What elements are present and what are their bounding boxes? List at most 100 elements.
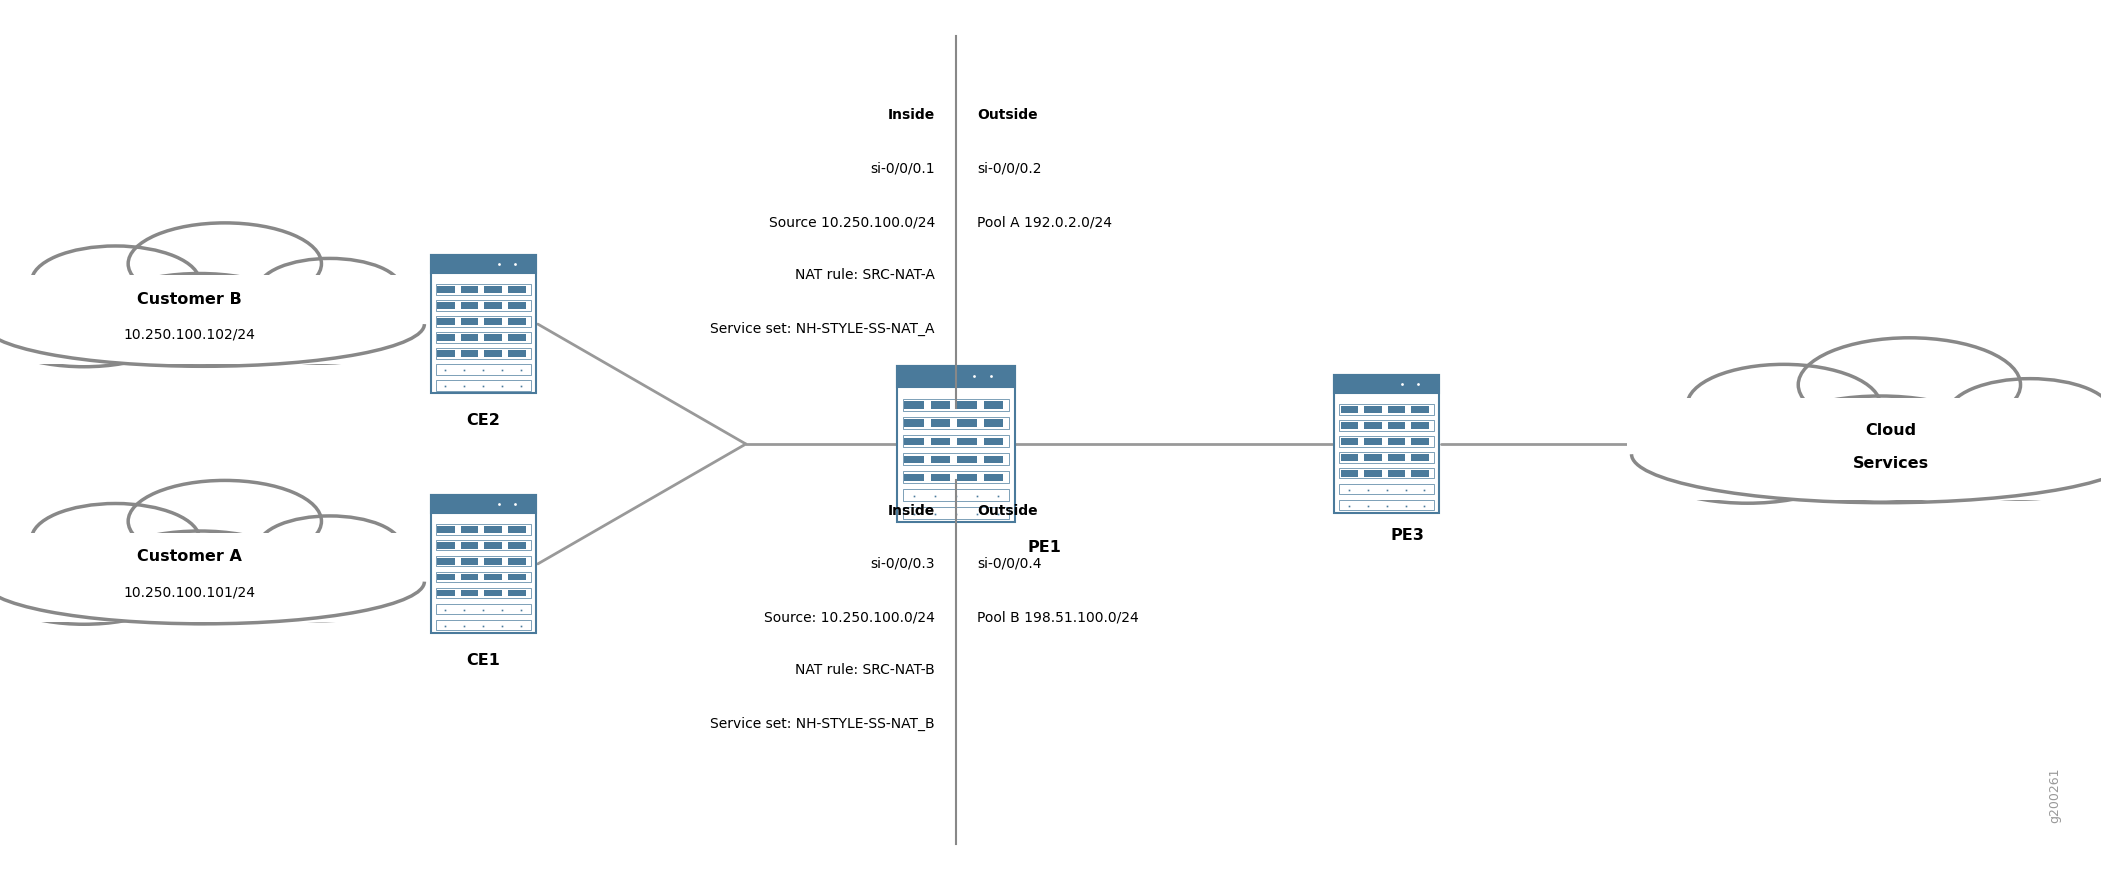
Text: PE3: PE3: [1391, 528, 1424, 543]
FancyBboxPatch shape: [437, 572, 529, 583]
FancyBboxPatch shape: [431, 256, 536, 274]
FancyBboxPatch shape: [437, 556, 529, 567]
FancyBboxPatch shape: [437, 543, 454, 549]
FancyBboxPatch shape: [1340, 439, 1357, 445]
FancyBboxPatch shape: [460, 319, 479, 325]
FancyBboxPatch shape: [437, 350, 454, 357]
Text: Source 10.250.100.0/24: Source 10.250.100.0/24: [769, 215, 935, 229]
FancyBboxPatch shape: [437, 540, 529, 551]
Circle shape: [128, 480, 321, 562]
FancyBboxPatch shape: [983, 456, 1004, 463]
FancyBboxPatch shape: [437, 590, 454, 597]
FancyBboxPatch shape: [903, 399, 1008, 411]
FancyBboxPatch shape: [437, 620, 529, 630]
FancyBboxPatch shape: [1412, 407, 1429, 413]
Circle shape: [1687, 364, 1880, 446]
Circle shape: [0, 539, 185, 624]
FancyBboxPatch shape: [485, 590, 502, 597]
FancyBboxPatch shape: [1338, 484, 1433, 495]
Circle shape: [128, 223, 321, 305]
Circle shape: [1914, 409, 2101, 499]
FancyBboxPatch shape: [437, 380, 529, 391]
Circle shape: [1754, 396, 2006, 503]
FancyBboxPatch shape: [437, 319, 454, 325]
FancyBboxPatch shape: [508, 319, 525, 325]
FancyBboxPatch shape: [1338, 500, 1433, 511]
FancyBboxPatch shape: [460, 350, 479, 357]
FancyBboxPatch shape: [931, 473, 950, 480]
FancyBboxPatch shape: [508, 575, 525, 581]
FancyBboxPatch shape: [903, 489, 1008, 501]
FancyBboxPatch shape: [1389, 455, 1406, 461]
FancyBboxPatch shape: [437, 527, 454, 533]
FancyBboxPatch shape: [958, 438, 977, 445]
FancyBboxPatch shape: [1389, 439, 1406, 445]
FancyBboxPatch shape: [431, 256, 536, 392]
Text: si-0/0/0.2: si-0/0/0.2: [977, 162, 1042, 176]
Text: Services: Services: [1853, 456, 1929, 471]
FancyBboxPatch shape: [1338, 436, 1433, 447]
FancyBboxPatch shape: [485, 527, 502, 533]
Circle shape: [1798, 337, 2021, 432]
FancyBboxPatch shape: [1626, 398, 2101, 500]
FancyBboxPatch shape: [903, 419, 924, 427]
Text: CE1: CE1: [466, 653, 500, 668]
FancyBboxPatch shape: [903, 472, 1008, 483]
Circle shape: [90, 274, 309, 366]
FancyBboxPatch shape: [437, 575, 454, 581]
FancyBboxPatch shape: [437, 335, 454, 341]
FancyBboxPatch shape: [983, 419, 1004, 427]
FancyBboxPatch shape: [1412, 455, 1429, 461]
FancyBboxPatch shape: [485, 287, 502, 293]
Text: CE2: CE2: [466, 413, 500, 428]
FancyBboxPatch shape: [437, 588, 529, 599]
Circle shape: [0, 281, 185, 367]
FancyBboxPatch shape: [1338, 404, 1433, 415]
FancyBboxPatch shape: [903, 473, 924, 480]
FancyBboxPatch shape: [437, 316, 529, 327]
FancyBboxPatch shape: [508, 590, 525, 597]
FancyBboxPatch shape: [508, 335, 525, 341]
FancyBboxPatch shape: [431, 496, 536, 632]
FancyBboxPatch shape: [437, 332, 529, 343]
FancyBboxPatch shape: [437, 284, 529, 295]
FancyBboxPatch shape: [1338, 420, 1433, 431]
Text: Inside: Inside: [889, 503, 935, 518]
FancyBboxPatch shape: [460, 575, 479, 581]
FancyBboxPatch shape: [958, 473, 977, 480]
FancyBboxPatch shape: [437, 287, 454, 293]
FancyBboxPatch shape: [983, 401, 1004, 408]
FancyBboxPatch shape: [897, 367, 1015, 386]
FancyBboxPatch shape: [437, 559, 454, 565]
FancyBboxPatch shape: [508, 543, 525, 549]
FancyBboxPatch shape: [903, 417, 1008, 429]
FancyBboxPatch shape: [903, 507, 1008, 519]
FancyBboxPatch shape: [0, 533, 420, 622]
FancyBboxPatch shape: [1338, 452, 1433, 463]
Text: si-0/0/0.4: si-0/0/0.4: [977, 557, 1042, 571]
FancyBboxPatch shape: [460, 335, 479, 341]
Text: Pool B 198.51.100.0/24: Pool B 198.51.100.0/24: [977, 610, 1139, 624]
FancyBboxPatch shape: [485, 319, 502, 325]
FancyBboxPatch shape: [1340, 455, 1357, 461]
Circle shape: [258, 516, 401, 576]
FancyBboxPatch shape: [460, 590, 479, 597]
FancyBboxPatch shape: [1364, 455, 1382, 461]
FancyBboxPatch shape: [1364, 423, 1382, 429]
Circle shape: [229, 285, 414, 363]
FancyBboxPatch shape: [931, 419, 950, 427]
FancyBboxPatch shape: [1412, 439, 1429, 445]
Text: NAT rule: SRC-NAT-A: NAT rule: SRC-NAT-A: [794, 268, 935, 282]
FancyBboxPatch shape: [485, 543, 502, 549]
FancyBboxPatch shape: [897, 367, 1015, 522]
FancyBboxPatch shape: [485, 575, 502, 581]
FancyBboxPatch shape: [437, 524, 529, 535]
FancyBboxPatch shape: [1334, 376, 1439, 393]
FancyBboxPatch shape: [508, 303, 525, 309]
Text: Service set: NH-STYLE-SS-NAT_A: Service set: NH-STYLE-SS-NAT_A: [710, 321, 935, 336]
FancyBboxPatch shape: [931, 401, 950, 408]
Circle shape: [229, 543, 414, 621]
Circle shape: [1632, 405, 1864, 503]
Text: 10.250.100.102/24: 10.250.100.102/24: [124, 328, 254, 342]
FancyBboxPatch shape: [958, 401, 977, 408]
